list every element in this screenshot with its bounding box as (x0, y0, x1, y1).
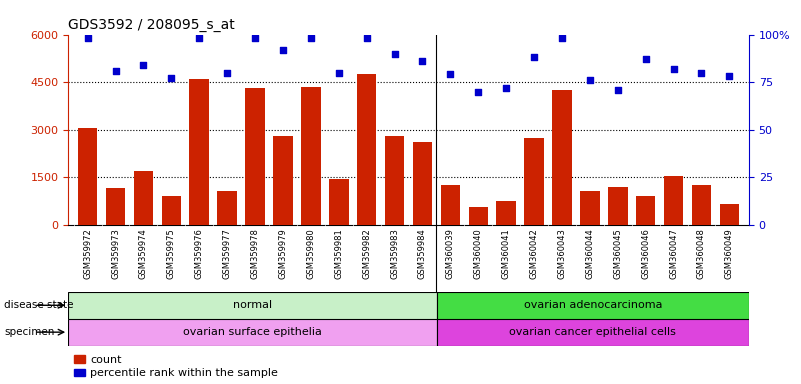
Point (221, 70, 234, 76)
Bar (357, 74, 376, 225)
Bar (552, 90, 572, 225)
Bar (469, 207, 488, 225)
Point (193, 35, 206, 41)
Text: GSM359981: GSM359981 (334, 228, 344, 279)
Text: disease state: disease state (4, 300, 74, 310)
Point (695, 70, 708, 76)
Bar (329, 179, 348, 225)
Text: GSM360048: GSM360048 (697, 228, 706, 279)
Text: GSM359977: GSM359977 (223, 228, 231, 279)
Point (583, 77, 596, 83)
Bar (190, 79, 209, 225)
Text: GSM359976: GSM359976 (195, 228, 203, 279)
Bar (497, 201, 516, 225)
Point (276, 47, 289, 53)
Text: GSM359982: GSM359982 (362, 228, 371, 279)
Text: GSM360044: GSM360044 (586, 228, 594, 279)
Text: ovarian adenocarcinoma: ovarian adenocarcinoma (524, 300, 662, 310)
Text: GSM360049: GSM360049 (725, 228, 734, 279)
Point (444, 71, 457, 78)
Text: normal: normal (233, 300, 272, 310)
Bar (719, 204, 739, 225)
Text: GSM360043: GSM360043 (557, 228, 566, 279)
Point (723, 73, 736, 79)
Text: GSM359974: GSM359974 (139, 228, 148, 279)
Text: GSM359973: GSM359973 (111, 228, 120, 279)
Bar (245, 88, 265, 225)
Text: GSM359978: GSM359978 (251, 228, 260, 279)
Point (248, 35, 261, 41)
Point (556, 35, 569, 41)
Point (611, 87, 624, 93)
Bar (692, 185, 711, 225)
Text: GSM359983: GSM359983 (390, 228, 399, 279)
Point (667, 66, 680, 72)
Text: specimen: specimen (4, 327, 54, 337)
Point (332, 70, 345, 76)
Text: GSM360045: GSM360045 (614, 228, 622, 279)
Text: GSM360042: GSM360042 (529, 228, 538, 279)
Point (639, 56, 652, 62)
Text: GSM359984: GSM359984 (418, 228, 427, 279)
Point (472, 89, 485, 95)
Text: GSM360041: GSM360041 (501, 228, 511, 279)
Text: GSM359979: GSM359979 (279, 228, 288, 279)
Bar (68, 292, 437, 319)
Point (416, 58, 429, 64)
Bar (301, 87, 320, 225)
Legend: count, percentile rank within the sample: count, percentile rank within the sample (74, 355, 278, 379)
Point (137, 62, 150, 68)
Bar (664, 175, 683, 225)
Bar (384, 136, 405, 225)
Text: GSM360046: GSM360046 (641, 228, 650, 279)
Bar (217, 191, 237, 225)
Bar (636, 196, 655, 225)
Text: GSM359975: GSM359975 (167, 228, 176, 279)
Bar (134, 171, 153, 225)
Bar (68, 319, 437, 346)
Bar (437, 319, 749, 346)
Text: GSM360039: GSM360039 (446, 228, 455, 279)
Bar (162, 196, 181, 225)
Bar (106, 188, 125, 225)
Bar (437, 292, 749, 319)
Point (500, 85, 513, 91)
Text: GSM360047: GSM360047 (669, 228, 678, 279)
Point (360, 35, 373, 41)
Text: GSM360040: GSM360040 (473, 228, 483, 279)
Text: GSM359980: GSM359980 (306, 228, 316, 279)
Point (528, 54, 541, 60)
Point (109, 68, 122, 74)
Point (304, 35, 317, 41)
Text: GSM359972: GSM359972 (83, 228, 92, 279)
Text: GDS3592 / 208095_s_at: GDS3592 / 208095_s_at (68, 18, 235, 32)
Bar (580, 191, 600, 225)
Text: ovarian cancer epithelial cells: ovarian cancer epithelial cells (509, 327, 676, 337)
Bar (78, 128, 98, 225)
Bar (441, 185, 460, 225)
Point (165, 75, 178, 81)
Point (81, 35, 94, 41)
Text: ovarian surface epithelia: ovarian surface epithelia (183, 327, 322, 337)
Point (388, 51, 401, 57)
Bar (273, 136, 292, 225)
Bar (525, 137, 544, 225)
Bar (608, 187, 627, 225)
Bar (413, 142, 433, 225)
